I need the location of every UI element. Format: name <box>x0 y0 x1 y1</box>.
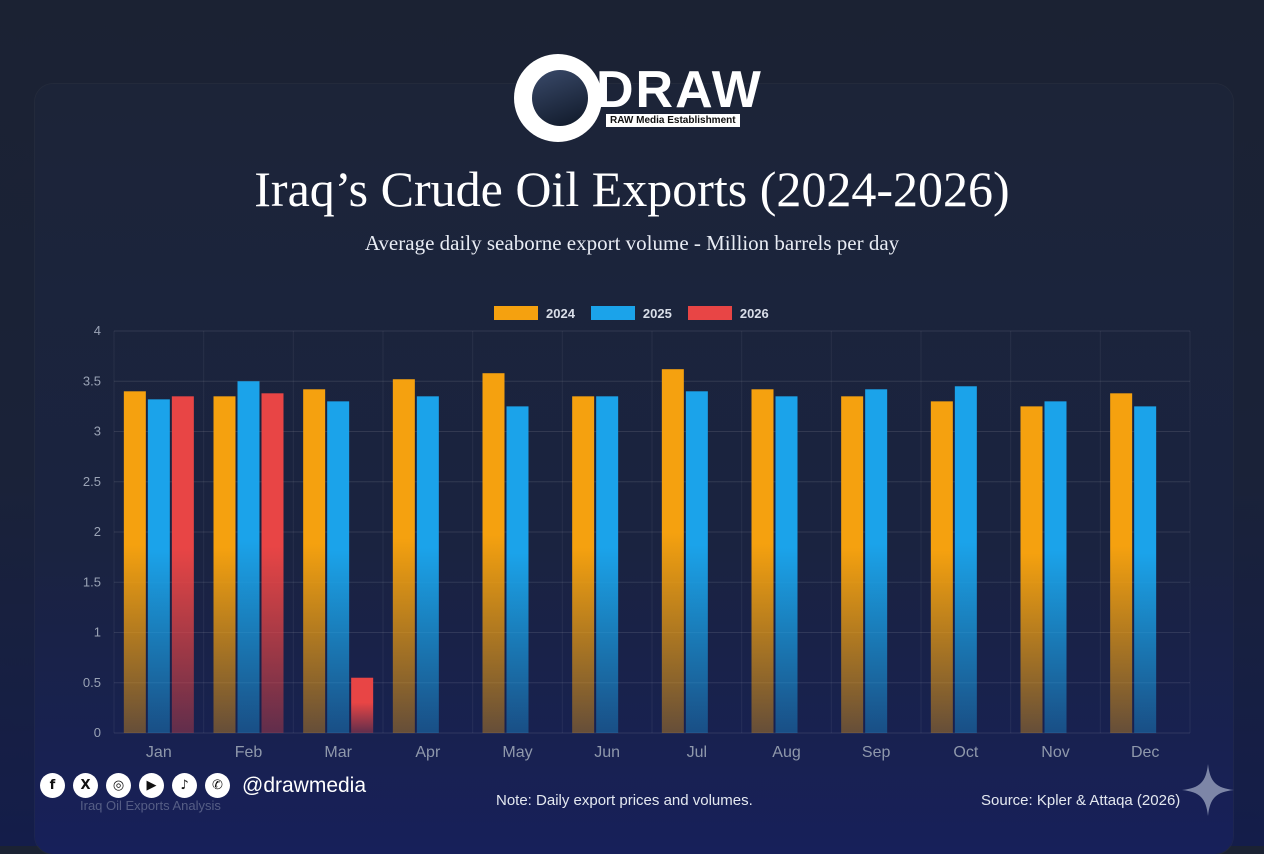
bar-2025-jan <box>147 399 170 733</box>
bar-2024-sep <box>841 396 864 733</box>
bar-2024-may <box>482 373 505 733</box>
bar-2025-nov <box>1044 401 1067 733</box>
chart-note: Note: Daily export prices and volumes. <box>496 792 753 809</box>
x-icon[interactable]: X <box>73 773 98 798</box>
y-tick-label: 0 <box>94 725 101 740</box>
x-tick-label: Jul <box>687 744 707 761</box>
legend-item-2025[interactable]: 2025 <box>590 305 672 321</box>
draw-logo: DRAW RAW Media Establishment <box>514 54 761 144</box>
bar-2024-nov <box>1020 406 1043 733</box>
x-tick-label: Nov <box>1041 744 1069 761</box>
x-tick-label: Feb <box>235 744 263 761</box>
bar-2024-oct <box>930 401 953 733</box>
bar-2024-dec <box>1110 393 1133 733</box>
chart-title: Iraq’s Crude Oil Exports (2024-2026) <box>254 161 1010 217</box>
x-tick-label: May <box>502 744 532 761</box>
whatsapp-icon[interactable]: ✆ <box>205 773 230 798</box>
y-tick-label: 3.5 <box>83 373 101 388</box>
bar-2024-mar <box>303 389 326 733</box>
legend-label-2024: 2024 <box>546 305 575 321</box>
instagram-icon[interactable]: ◎ <box>106 773 131 798</box>
bar-2024-apr <box>392 379 415 733</box>
chart-subtitle: Average daily seaborne export volume - M… <box>364 231 900 255</box>
x-tick-label: Apr <box>415 744 441 761</box>
logo-tagline: RAW Media Establishment <box>606 114 740 127</box>
bar-2025-jul <box>685 391 708 733</box>
bar-2025-jun <box>596 396 619 733</box>
x-tick-label: Mar <box>324 744 352 761</box>
y-tick-label: 1 <box>94 625 101 640</box>
bar-2025-dec <box>1134 406 1157 733</box>
y-tick-label: 2.5 <box>83 474 101 489</box>
x-tick-label: Sep <box>862 744 891 761</box>
legend-item-2024[interactable]: 2024 <box>494 306 575 321</box>
bar-2025-sep <box>865 389 888 733</box>
x-tick-label: Jun <box>594 744 620 761</box>
y-tick-label: 0.5 <box>83 675 101 690</box>
bar-2025-feb <box>237 381 260 733</box>
x-tick-label: Dec <box>1131 744 1159 761</box>
tiktok-icon[interactable]: ♪ <box>172 773 197 798</box>
legend-swatch-2024 <box>494 306 538 320</box>
bar-2026-jan <box>171 396 194 733</box>
social-links: f X ◎ ▶ ♪ ✆ @drawmedia <box>40 773 366 798</box>
bar-2025-may <box>506 406 529 733</box>
bar-2024-jan <box>123 391 146 733</box>
y-tick-label: 3 <box>94 424 101 439</box>
legend-item-2026[interactable]: 2026 <box>687 305 769 321</box>
chart-source: Source: Kpler & Attaqa (2026) <box>981 792 1181 809</box>
y-tick-label: 2 <box>94 524 101 539</box>
faint-footer-text: Iraq Oil Exports Analysis <box>80 798 221 813</box>
bar-2024-feb <box>213 396 236 733</box>
y-tick-label: 4 <box>94 323 101 338</box>
x-tick-label: Oct <box>953 744 978 761</box>
bar-2026-feb <box>261 393 284 733</box>
bar-2026-mar <box>351 677 374 733</box>
x-tick-label: Aug <box>772 744 800 761</box>
logo-wordmark: DRAW <box>596 61 763 119</box>
youtube-icon[interactable]: ▶ <box>139 773 164 798</box>
y-tick-label: 1.5 <box>83 574 101 589</box>
bar-2024-aug <box>751 389 774 733</box>
bar-2024-jul <box>661 369 684 733</box>
bar-2025-apr <box>416 396 439 733</box>
legend-label-2026: 2026 <box>739 305 769 321</box>
bar-2025-aug <box>775 396 798 733</box>
bar-2025-mar <box>327 401 350 733</box>
logo-ring-center <box>532 70 588 126</box>
sparkle-icon <box>1182 764 1234 816</box>
legend-swatch-2025 <box>590 306 635 320</box>
chart-legend: 2024 2025 2026 <box>494 304 769 322</box>
bar-2025-oct <box>954 386 977 733</box>
legend-label-2025: 2025 <box>642 305 672 321</box>
x-tick-label: Jan <box>146 744 172 761</box>
legend-swatch-2026 <box>687 306 732 320</box>
social-handle[interactable]: @drawmedia <box>242 773 367 797</box>
bar-2024-jun <box>572 396 595 733</box>
facebook-icon[interactable]: f <box>40 773 65 798</box>
